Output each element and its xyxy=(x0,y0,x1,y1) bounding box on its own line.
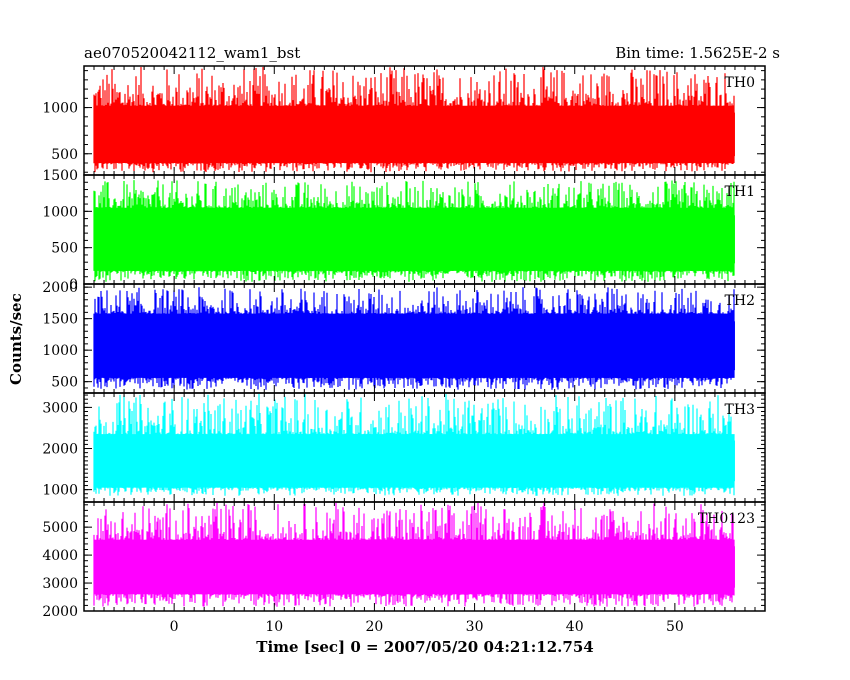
x-axis-label: Time [sec] 0 = 2007/05/20 04:21:12.754 xyxy=(256,638,594,656)
series-th3-line xyxy=(93,394,735,496)
x-tick-label: 50 xyxy=(666,619,684,635)
y-tick-label: 500 xyxy=(51,241,78,257)
x-tick-label: 40 xyxy=(566,619,584,635)
x-tick-label: 0 xyxy=(170,619,179,635)
y-tick-label: 500 xyxy=(51,375,78,391)
y-tick-label: 0 xyxy=(69,277,78,293)
y-tick-label: 1000 xyxy=(42,101,78,117)
y-tick-label: 1500 xyxy=(42,168,78,184)
series-th2-line xyxy=(93,287,735,390)
y-tick-label: 2000 xyxy=(42,280,78,296)
x-tick-label: 20 xyxy=(366,619,384,635)
y-tick-label: 5000 xyxy=(42,520,78,536)
panel-label-th1: TH1 xyxy=(725,184,755,200)
y-tick-label: 4000 xyxy=(42,548,78,564)
y-tick-label: 2000 xyxy=(42,604,78,620)
series-th1-line xyxy=(93,180,735,282)
x-tick-label: 10 xyxy=(265,619,283,635)
series-th0123-line xyxy=(93,503,735,607)
y-tick-label: 3000 xyxy=(42,576,78,592)
panel-label-th2: TH2 xyxy=(725,293,755,309)
y-tick-label: 1000 xyxy=(42,204,78,220)
panel-label-th0123: TH0123 xyxy=(698,511,755,527)
chart-title: ae070520042112_wam1_bst xyxy=(84,44,301,62)
panel-label-th3: TH3 xyxy=(725,402,755,418)
y-tick-label: 500 xyxy=(51,147,78,163)
y-axis-label: Counts/sec xyxy=(7,293,25,385)
y-tick-label: 1000 xyxy=(42,343,78,359)
bin-time-label: Bin time: 1.5625E-2 s xyxy=(615,44,780,62)
y-tick-label: 2000 xyxy=(42,442,78,458)
series-th0-line xyxy=(93,67,735,173)
y-tick-label: 1500 xyxy=(42,312,78,328)
y-tick-label: 1000 xyxy=(42,483,78,499)
x-tick-label: 30 xyxy=(466,619,484,635)
y-tick-label: 3000 xyxy=(42,400,78,416)
panel-label-th0: TH0 xyxy=(725,75,755,91)
